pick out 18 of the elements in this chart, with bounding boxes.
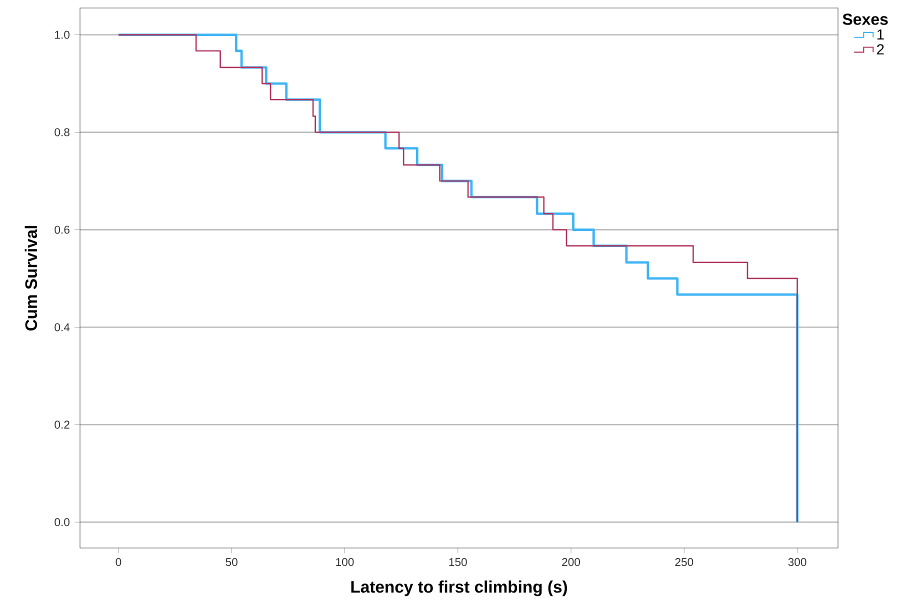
y-tick-label: 1.0 (55, 30, 70, 39)
x-tick-label: 300 (788, 558, 806, 566)
legend-label: 1 (877, 29, 884, 40)
x-tick-label: 200 (562, 558, 580, 566)
y-tick-label: 0.6 (54, 226, 70, 234)
y-tick-label: 0.4 (54, 323, 70, 332)
legend-label: 2 (877, 44, 884, 54)
x-tick-label: 100 (336, 558, 354, 566)
legend-title: Sexes (842, 14, 888, 25)
y-tick-label: 0.8 (54, 128, 70, 136)
x-tick-label: 50 (226, 558, 238, 566)
x-axis-title: Latency to first climbing (s) (351, 580, 567, 596)
x-tick-label: 150 (449, 558, 467, 566)
y-axis-title: Cum Survival (24, 226, 38, 331)
x-tick-label: 250 (675, 558, 694, 566)
y-tick-label: 0.2 (54, 420, 70, 429)
y-tick-label: 0.0 (54, 518, 70, 526)
x-tick-label: 0 (116, 558, 122, 566)
